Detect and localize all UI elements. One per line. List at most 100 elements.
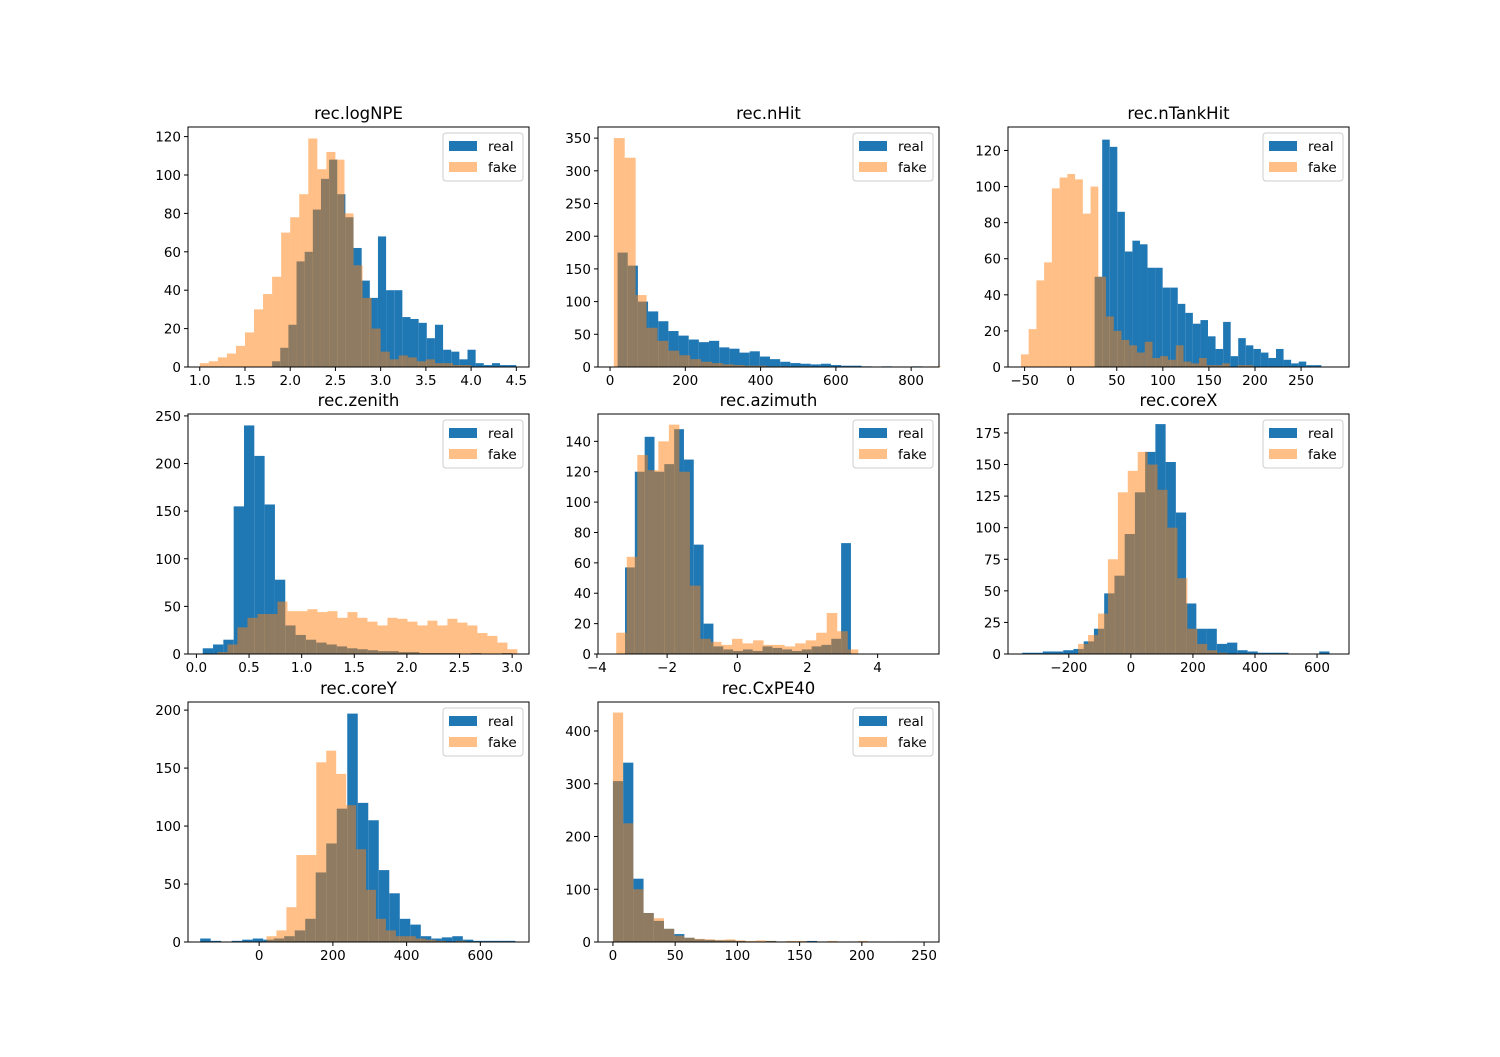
legend-swatch xyxy=(1269,141,1297,151)
histogram-bar xyxy=(286,907,297,942)
histogram-bar xyxy=(710,641,722,654)
subplot-title: rec.nHit xyxy=(736,104,801,123)
legend-label: fake xyxy=(898,160,927,176)
histogram-bar xyxy=(347,612,358,654)
x-tick-label: 200 xyxy=(1180,660,1206,676)
y-tick-label: 0 xyxy=(582,935,591,951)
y-tick-label: 150 xyxy=(155,761,181,777)
legend-swatch xyxy=(449,428,477,438)
histogram-bar xyxy=(1075,179,1083,367)
histogram-bar xyxy=(1257,652,1269,654)
y-tick-label: 0 xyxy=(992,647,1001,663)
histogram-bar xyxy=(1137,352,1145,367)
histogram-bar xyxy=(425,939,436,942)
histogram-bar xyxy=(264,504,275,654)
histogram-bar xyxy=(1167,359,1176,367)
histogram-bar xyxy=(643,912,654,942)
x-tick-label: 4 xyxy=(873,660,882,676)
x-tick-label: 600 xyxy=(467,948,493,964)
histogram-bar xyxy=(252,938,264,942)
x-tick-label: 0 xyxy=(1127,660,1136,676)
histogram-bar xyxy=(623,823,634,942)
histogram-bar xyxy=(427,620,438,654)
x-tick-label: 200 xyxy=(1242,373,1268,389)
histogram-bar xyxy=(658,441,669,654)
histogram-bar xyxy=(377,236,387,367)
x-tick-label: 0.0 xyxy=(186,660,207,676)
y-tick-label: 100 xyxy=(565,882,591,898)
histogram-bar xyxy=(1036,280,1045,367)
y-tick-label: 100 xyxy=(155,552,181,568)
x-tick-label: 3.5 xyxy=(415,373,436,389)
subplot-title: rec.zenith xyxy=(318,391,400,410)
histogram-bar xyxy=(1132,240,1140,367)
axes-frame xyxy=(187,701,530,943)
histogram-bar xyxy=(1106,316,1114,367)
histogram-bar xyxy=(389,359,399,367)
histogram-bar xyxy=(217,652,228,654)
histogram-bar xyxy=(704,939,715,942)
histogram-bar xyxy=(635,295,647,367)
subplot: −200 0 200 400 600 0 25 50 75 100 125 150 175 rec.cor… xyxy=(975,391,1350,676)
histogram-bar xyxy=(306,855,317,942)
histogram-bar xyxy=(633,889,644,942)
histogram-bar xyxy=(796,940,807,942)
histogram-bar xyxy=(694,938,705,942)
histogram-bar xyxy=(418,322,427,367)
y-tick-label: 100 xyxy=(155,819,181,835)
histogram-bar xyxy=(1051,188,1060,367)
histogram-bar xyxy=(744,365,756,367)
legend-label: fake xyxy=(488,160,517,176)
x-tick-label: 600 xyxy=(1304,660,1330,676)
histogram-bar xyxy=(1121,339,1130,367)
histogram-bar xyxy=(753,640,764,654)
histogram-bar xyxy=(455,940,466,942)
legend: real fake xyxy=(442,132,524,182)
subplot-title: rec.coreY xyxy=(320,679,398,698)
histogram-bar xyxy=(477,633,488,654)
histogram-bar xyxy=(1191,363,1199,367)
histogram-bar xyxy=(1102,139,1110,367)
histogram-bar xyxy=(1207,336,1216,367)
histogram-bar xyxy=(227,644,238,654)
legend-label: real xyxy=(898,426,924,442)
histogram-bar xyxy=(709,340,720,367)
legend-label: fake xyxy=(488,735,517,751)
histogram-bar xyxy=(679,355,691,367)
legend-label: fake xyxy=(488,447,517,463)
histogram-bar xyxy=(397,618,408,654)
histogram-bar xyxy=(1124,251,1133,367)
legend-swatch xyxy=(1269,162,1297,172)
histogram-bar xyxy=(434,363,444,367)
x-tick-label: 3.0 xyxy=(370,373,391,389)
legend-swatch xyxy=(859,141,887,151)
histogram-bar xyxy=(1067,173,1076,367)
histogram-bar xyxy=(1063,650,1074,654)
y-tick-label: 175 xyxy=(975,426,1001,442)
histogram-bar xyxy=(407,357,417,367)
histogram-bar xyxy=(613,138,625,367)
subplot: −4 −2 0 2 4020406080100120140rec.azimuthreal… xyxy=(565,391,940,676)
histogram-bar xyxy=(1113,330,1122,367)
histogram-bar xyxy=(483,940,495,942)
histogram-bar xyxy=(1097,613,1108,654)
histogram-bar xyxy=(344,213,354,367)
histogram-bar xyxy=(1078,643,1089,654)
histogram-bar xyxy=(722,364,734,367)
histogram-bar xyxy=(1090,186,1099,367)
x-tick-label: −4 xyxy=(587,660,607,676)
legend-swatch xyxy=(449,162,477,172)
x-tick-label: 150 xyxy=(787,948,813,964)
x-tick-label: 2.5 xyxy=(325,373,346,389)
x-tick-label: 100 xyxy=(724,948,750,964)
histogram-bar xyxy=(1237,365,1246,367)
histogram-bar xyxy=(1127,470,1138,654)
histogram-bar xyxy=(830,365,842,367)
y-tick-label: 40 xyxy=(574,586,591,602)
histogram-bar xyxy=(437,625,448,654)
y-tick-label: 100 xyxy=(155,168,181,184)
histogram-bar xyxy=(235,345,245,367)
histogram-bar xyxy=(233,506,244,654)
x-tick-label: 0 xyxy=(609,948,618,964)
